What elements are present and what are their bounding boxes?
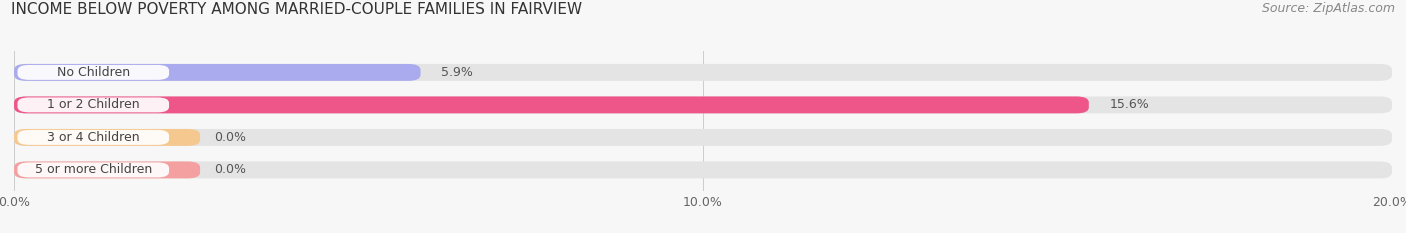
Text: No Children: No Children [56,66,129,79]
Text: 5.9%: 5.9% [441,66,472,79]
FancyBboxPatch shape [17,162,169,177]
FancyBboxPatch shape [14,129,1392,146]
Text: 3 or 4 Children: 3 or 4 Children [46,131,139,144]
Text: 1 or 2 Children: 1 or 2 Children [46,98,139,111]
FancyBboxPatch shape [14,161,200,178]
FancyBboxPatch shape [14,64,1392,81]
Text: 5 or more Children: 5 or more Children [35,163,152,176]
FancyBboxPatch shape [14,64,420,81]
Text: Source: ZipAtlas.com: Source: ZipAtlas.com [1261,2,1395,15]
Text: 0.0%: 0.0% [214,163,246,176]
Text: 0.0%: 0.0% [214,131,246,144]
FancyBboxPatch shape [14,161,1392,178]
FancyBboxPatch shape [14,96,1088,113]
Text: INCOME BELOW POVERTY AMONG MARRIED-COUPLE FAMILIES IN FAIRVIEW: INCOME BELOW POVERTY AMONG MARRIED-COUPL… [11,2,582,17]
FancyBboxPatch shape [17,65,169,80]
FancyBboxPatch shape [14,96,1392,113]
FancyBboxPatch shape [14,129,200,146]
FancyBboxPatch shape [17,97,169,112]
FancyBboxPatch shape [17,130,169,145]
Text: 15.6%: 15.6% [1109,98,1149,111]
